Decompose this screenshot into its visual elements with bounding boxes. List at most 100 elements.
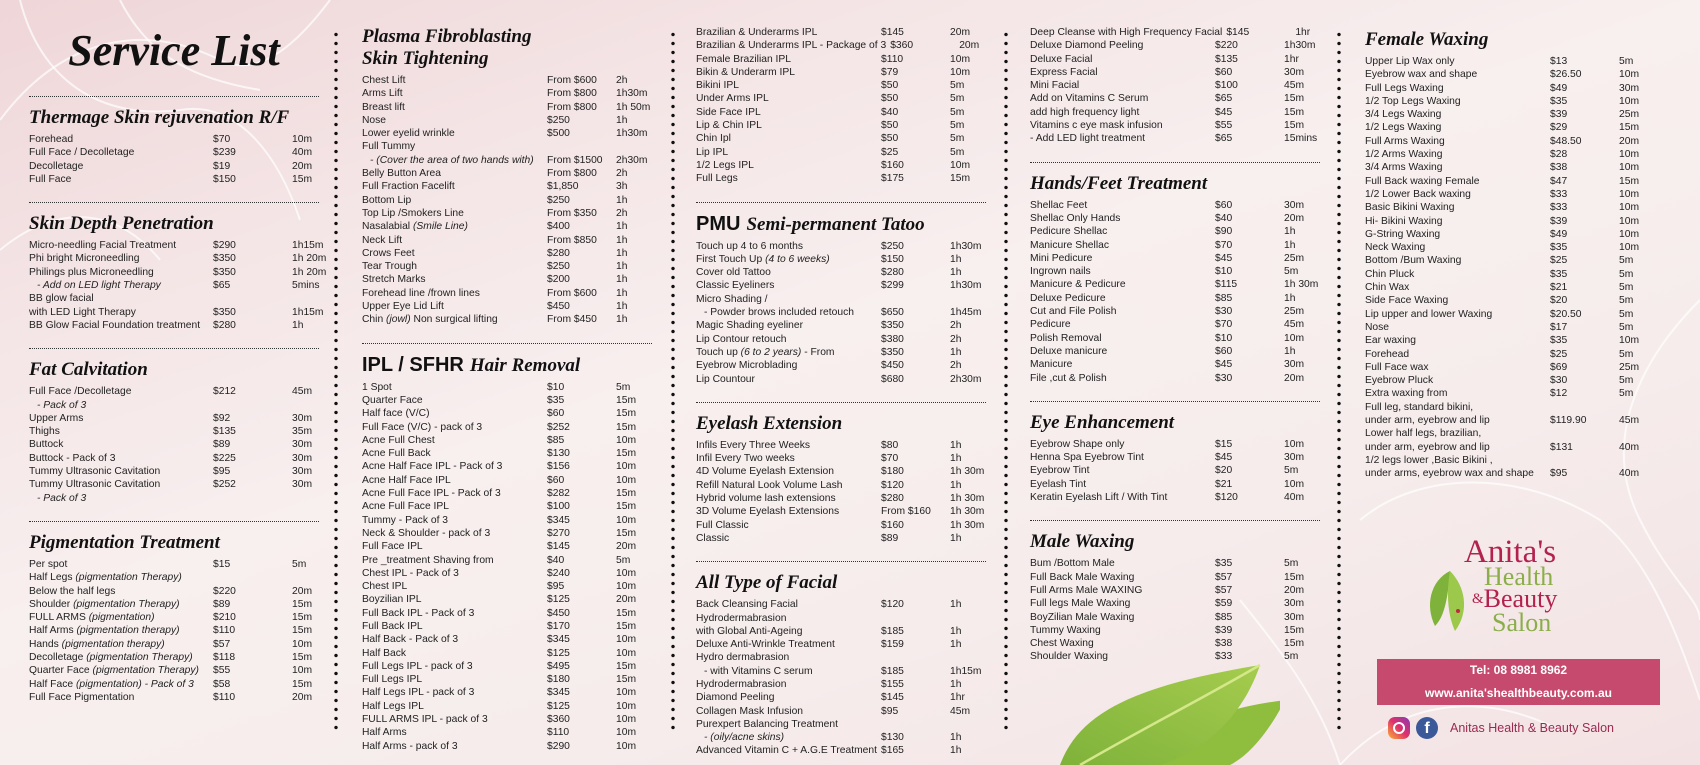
service-price: $145: [547, 541, 570, 553]
website-link[interactable]: www.anita'shealthbeauty.com.au: [1425, 686, 1612, 700]
service-name-text: 1/2 legs lower ,Basic Bikini ,: [1365, 454, 1493, 466]
service-price: $160: [881, 159, 904, 171]
service-name: Full Legs IPL: [362, 673, 547, 686]
service-duration: 1h30m: [616, 128, 648, 140]
service-price: $45: [1215, 252, 1233, 264]
heading-plain: IPL / SFHR: [362, 353, 464, 376]
service-name-text: Back Cleansing Facial: [696, 599, 798, 611]
service-row: Tear Trough $250 1h: [362, 260, 662, 273]
service-name: Vitamins c eye mask infusion: [1030, 119, 1215, 132]
phone-number[interactable]: Tel: 08 8981 8962: [1469, 663, 1568, 677]
service-row: Phi bright Microneedling $350 1h 20m: [29, 252, 329, 265]
service-name-text: Upper Arms: [29, 412, 84, 424]
service-duration: 1h: [950, 253, 962, 265]
service-price: $185: [881, 665, 904, 677]
service-section: Deep Cleanse with High Frequency Facial $…: [1030, 26, 1330, 146]
service-row: Lip Countour $680 2h30m: [696, 373, 996, 386]
service-price: $90: [1215, 226, 1233, 238]
service-name: G-String Waxing: [1365, 228, 1550, 241]
heading-script: All Type of Facial: [696, 572, 838, 594]
service-price: $25: [1550, 348, 1568, 360]
facebook-icon[interactable]: f: [1416, 717, 1438, 739]
service-row: Half face (V/C) $60 15m: [362, 407, 662, 420]
service-name-text: Quarter Face: [29, 665, 93, 677]
service-duration: 2h: [950, 333, 962, 345]
service-duration: 30m: [1284, 598, 1305, 610]
service-row: - Pack of 3: [29, 399, 329, 412]
service-duration: 10m: [616, 461, 637, 473]
service-note: (pigmentation): [88, 612, 155, 624]
service-duration: 30m: [292, 479, 313, 491]
service-note: (pigmentation therapy): [61, 638, 165, 650]
service-name-text: Deluxe manicure: [1030, 345, 1108, 357]
service-duration: 15m: [1619, 175, 1640, 187]
service-row: Back Cleansing Facial $120 1h: [696, 598, 996, 611]
service-name: Upper Arms: [29, 412, 213, 425]
service-price: $70: [213, 134, 231, 145]
service-row: Bottom Lip $250 1h: [362, 194, 662, 207]
service-price: $38: [1550, 162, 1568, 174]
service-duration: 15m: [616, 394, 637, 406]
column-separator: [1004, 30, 1008, 732]
service-price: $50: [881, 93, 899, 105]
service-price: $110: [881, 53, 904, 65]
service-duration: 15m: [616, 501, 637, 513]
service-name: Brazilian & Underarms IPL: [696, 26, 881, 39]
service-row: 1/2 Legs IPL $160 10m: [696, 159, 996, 172]
service-duration: 10m: [1619, 215, 1640, 227]
service-row: Bikin & Underarm IPL $79 10m: [696, 66, 996, 79]
service-name-text: Full Legs: [696, 173, 738, 185]
service-row: Decolletage $19 20m: [29, 160, 329, 173]
service-name-text: Infil Every Two weeks: [696, 453, 795, 465]
service-price: $13: [1550, 56, 1568, 67]
heading-script: Thermage Skin rejuvenation R/F: [29, 107, 290, 128]
service-row: Lip & Chin IPL $50 5m: [696, 119, 996, 132]
service-price: $39: [1550, 109, 1568, 121]
service-name: Belly Button Area: [362, 167, 547, 180]
service-duration: 15m: [616, 488, 637, 500]
service-row: Cover old Tattoo $280 1h: [696, 266, 996, 279]
service-row: Lip IPL $25 5m: [696, 146, 996, 159]
service-row: Deep Cleanse with High Frequency Facial $…: [1030, 26, 1330, 39]
service-row: Hydro dermabrasion: [696, 651, 996, 664]
service-row: Buttock - Pack of 3 $225 30m: [29, 452, 329, 465]
service-row: - Add on LED light Therapy $65 5mins: [29, 279, 329, 292]
logo-ampersand: &: [1472, 591, 1484, 607]
service-duration: 1h: [1284, 292, 1296, 304]
service-row: with Global Anti-Ageing $185 1h: [696, 625, 996, 638]
service-name: Ear waxing: [1365, 334, 1550, 347]
service-row: Acne Full Face IPL - Pack of 3 $282 15m: [362, 487, 662, 500]
service-name-text: Nose: [1365, 321, 1390, 333]
service-row: Touch up (6 to 2 years) - From $350 1h: [696, 346, 996, 359]
service-name: Manicure: [1030, 358, 1215, 371]
service-price: $250: [547, 261, 570, 273]
service-name: Mini Pedicure: [1030, 252, 1215, 265]
page-title: Service List: [68, 26, 280, 75]
service-row: 3D Volume Eyelash Extensions From $160 1h …: [696, 505, 996, 518]
service-row: - (oily/acne skins) $130 1h: [696, 731, 996, 744]
service-name: - Add on LED light Therapy: [29, 279, 213, 292]
service-name: Full Face Pigmentation: [29, 691, 213, 704]
service-name-text: Add on Vitamins C Serum: [1030, 93, 1149, 105]
dotted-divider: [1030, 520, 1320, 522]
instagram-icon[interactable]: [1388, 717, 1410, 739]
service-name-text: Neck & Shoulder - pack of 3: [362, 527, 491, 539]
service-name-text: Cut and File Polish: [1030, 306, 1117, 318]
service-price: $450: [547, 301, 570, 313]
service-row: Lip upper and lower Waxing $20.50 5m: [1365, 308, 1665, 321]
service-section: Brazilian & Underarms IPL $145 20m Brazilia…: [696, 26, 996, 186]
service-note: (jowl): [386, 314, 411, 326]
service-duration: 25m: [1284, 252, 1305, 264]
service-price: $155: [881, 678, 904, 690]
service-row: Eyebrow Shape only $15 10m: [1030, 438, 1330, 451]
service-row: 1/2 Arms Waxing $28 10m: [1365, 148, 1665, 161]
service-price: $95: [213, 466, 231, 478]
service-row: Hi- Bikini Waxing $39 10m: [1365, 215, 1665, 228]
service-price: $35: [547, 394, 565, 406]
service-price: $21: [1215, 478, 1233, 490]
service-price: $40: [547, 554, 565, 566]
service-duration: 30m: [1284, 611, 1305, 623]
service-name-text: Phi bright Microneedling: [29, 253, 140, 265]
service-name-text: Side Face IPL: [696, 106, 761, 118]
service-name-text: Deluxe Facial: [1030, 53, 1093, 65]
